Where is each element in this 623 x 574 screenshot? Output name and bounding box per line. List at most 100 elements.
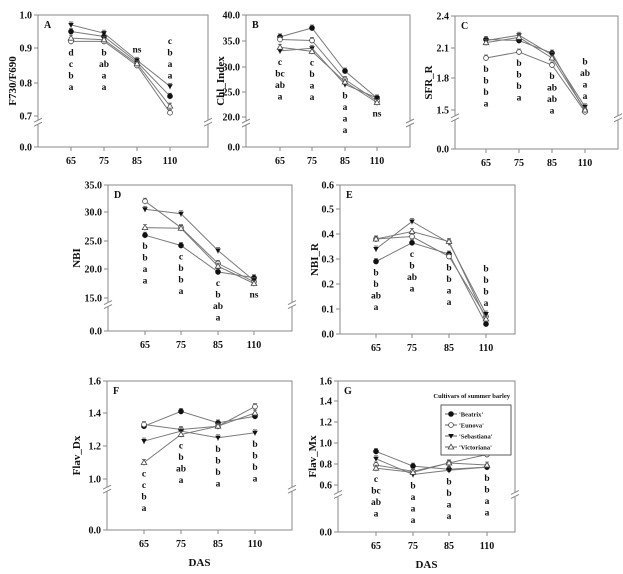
y-axis-label: Flav_Mx bbox=[307, 435, 319, 478]
y-tick-label: 1.4 bbox=[320, 397, 333, 408]
significance-letter: ab bbox=[407, 273, 417, 283]
axis-break-gap bbox=[34, 120, 42, 125]
marker-open-circle bbox=[448, 422, 454, 428]
marker-open-triangle-up bbox=[141, 224, 149, 231]
marker-filled-circle bbox=[342, 68, 348, 74]
marker-filled-circle bbox=[483, 321, 489, 327]
significance-letter: b bbox=[252, 451, 257, 461]
marker-open-circle bbox=[516, 49, 522, 55]
marker-open-triangle-up bbox=[166, 102, 174, 109]
significance-letter: c bbox=[179, 441, 183, 451]
x-tick-label: 85 bbox=[547, 158, 557, 169]
marker-filled-triangle-down bbox=[409, 219, 415, 225]
y-tick-label: 30.0 bbox=[223, 63, 241, 74]
significance-letter: b bbox=[178, 275, 183, 285]
marker-open-triangle-up bbox=[409, 468, 417, 475]
y-tick-label: 0.0 bbox=[320, 528, 333, 539]
plot-frame bbox=[37, 14, 209, 148]
significance-letter: b bbox=[516, 59, 521, 69]
x-tick-label: 110 bbox=[479, 343, 493, 354]
series-filled-triangle-down bbox=[141, 427, 258, 445]
axis-break-mark bbox=[450, 113, 460, 119]
significance-letter: b bbox=[483, 265, 488, 275]
x-tick-label: 65 bbox=[140, 340, 150, 351]
x-tick-label: 85 bbox=[444, 343, 454, 354]
x-tick-label: 65 bbox=[275, 156, 285, 167]
significance-letter: b bbox=[516, 71, 521, 81]
marker-filled-triangle-down bbox=[167, 84, 173, 90]
series-line bbox=[485, 36, 586, 111]
axis-break-gap bbox=[511, 492, 519, 497]
significance-letter: bc bbox=[275, 69, 285, 79]
marker-filled-triangle-down bbox=[252, 430, 258, 436]
panel-label: D bbox=[114, 190, 121, 201]
significance-letter: b bbox=[483, 288, 488, 298]
x-tick-label: 65 bbox=[66, 156, 76, 167]
series-open-circle bbox=[483, 48, 588, 115]
x-tick-label: 110 bbox=[248, 539, 262, 550]
marker-open-triangle-up bbox=[581, 106, 589, 113]
axis-break-mark bbox=[33, 121, 43, 127]
significance-letter: ab bbox=[213, 302, 223, 312]
axis-break-gap bbox=[288, 302, 296, 307]
series-open-triangle-up bbox=[276, 43, 381, 106]
significance-letter: b bbox=[215, 468, 220, 478]
significance-letter: c bbox=[168, 37, 172, 47]
plot-frame bbox=[245, 14, 411, 148]
significance-letter: b bbox=[309, 70, 314, 80]
panel-g: 1.6 1.4 1.2 1.0 0.8 0.6 0.0 65 75 85 110 Flav_Mx DAS… bbox=[307, 377, 520, 571]
significance-letter: ab bbox=[580, 69, 590, 79]
axis-break-mark bbox=[241, 122, 251, 128]
marker-open-triangle-up bbox=[250, 279, 258, 286]
significance-letter: a bbox=[253, 474, 258, 484]
marker-open-circle bbox=[483, 55, 489, 61]
legend-title: Cultivars of summer barley bbox=[433, 393, 510, 400]
marker-filled-triangle-down bbox=[141, 439, 147, 444]
marker-filled-triangle-down bbox=[215, 435, 221, 441]
marker-open-triangle-up bbox=[214, 262, 222, 269]
y-tick-label: 0.2 bbox=[322, 280, 335, 291]
marker-open-circle bbox=[446, 253, 452, 260]
marker-filled-triangle-down bbox=[446, 468, 452, 474]
axis-break-mark bbox=[287, 488, 297, 494]
series-line bbox=[143, 430, 256, 442]
x-tick-label: 110 bbox=[480, 541, 494, 552]
significance-letter: ab bbox=[371, 498, 381, 508]
significance-letter: b bbox=[483, 77, 488, 87]
significance-letter: a bbox=[374, 303, 379, 313]
marker-filled-triangle-down bbox=[448, 434, 454, 439]
significance-letter: c bbox=[278, 58, 282, 68]
marker-filled-circle bbox=[142, 232, 148, 239]
marker-open-triangle-up bbox=[251, 409, 259, 416]
marker-open-triangle-up bbox=[140, 458, 148, 465]
significance-letter: b bbox=[446, 477, 451, 487]
axis-break-mark bbox=[102, 488, 112, 494]
x-axis-label: DAS bbox=[415, 559, 437, 571]
y-axis-label: Flav_Dx bbox=[71, 435, 83, 475]
marker-filled-circle bbox=[373, 448, 379, 455]
x-tick-label: 65 bbox=[481, 158, 491, 169]
legend-entry: 'Sebastiana' bbox=[445, 434, 493, 441]
marker-open-circle bbox=[309, 37, 315, 44]
marker-filled-circle bbox=[167, 93, 173, 99]
marker-filled-triangle-down bbox=[68, 22, 74, 28]
marker-open-circle bbox=[409, 233, 415, 240]
marker-open-triangle-up bbox=[177, 224, 185, 231]
significance-letter: a bbox=[485, 509, 490, 519]
axis-break-mark bbox=[405, 122, 415, 128]
significance-letter: a bbox=[447, 287, 452, 297]
legend-entry: 'Eunova' bbox=[445, 422, 484, 430]
significance-letter: b bbox=[446, 264, 451, 274]
axis-break-mark bbox=[203, 121, 213, 127]
series-line bbox=[375, 242, 487, 325]
significance-letter: ab bbox=[275, 81, 285, 91]
axis-break-mark bbox=[333, 489, 343, 495]
series-open-triangle-up bbox=[372, 459, 491, 476]
significance-letter: b bbox=[215, 445, 220, 455]
marker-filled-circle bbox=[373, 258, 379, 265]
series-filled-triangle-down bbox=[373, 218, 489, 317]
panel-label: C bbox=[461, 21, 468, 32]
marker-open-triangle-up bbox=[447, 443, 455, 450]
plot-frame bbox=[454, 15, 619, 150]
panel-label: F bbox=[113, 386, 119, 397]
